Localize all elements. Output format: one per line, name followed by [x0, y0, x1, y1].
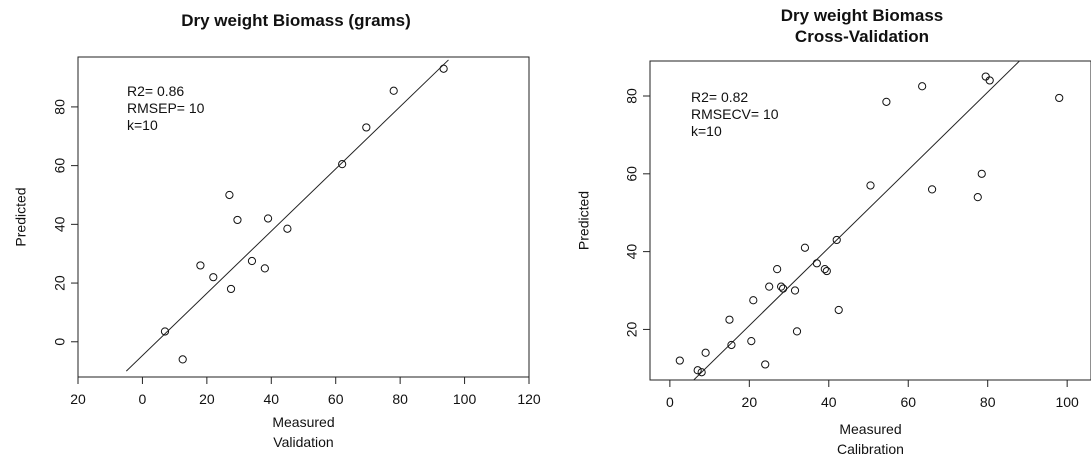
- data-point: [675, 356, 684, 365]
- y-tick-label: 60: [52, 158, 68, 174]
- x-axis-label: Calibration: [837, 441, 904, 457]
- data-point: [790, 286, 800, 295]
- x-tick-label: 60: [900, 394, 916, 410]
- data-point: [778, 284, 788, 293]
- data-point: [977, 169, 986, 178]
- data-point: [260, 264, 269, 273]
- stats-annotation: k=10: [691, 123, 722, 139]
- stats-annotation: RMSEP= 10: [127, 100, 205, 116]
- data-point: [389, 86, 398, 95]
- stats-annotation: R2= 0.82: [691, 89, 748, 105]
- chart-title: Cross-Validation: [795, 27, 929, 46]
- data-point: [820, 265, 829, 274]
- x-tick-label: 100: [453, 391, 477, 407]
- x-axis-label: Measured: [272, 414, 334, 430]
- y-tick-label: 40: [624, 244, 640, 260]
- data-point: [439, 64, 448, 73]
- y-tick-label: 40: [52, 216, 68, 232]
- data-point: [800, 243, 810, 252]
- data-point: [882, 97, 891, 106]
- data-point: [918, 82, 927, 91]
- x-tick-label: 20: [199, 391, 215, 407]
- y-axis-label: Predicted: [13, 187, 29, 246]
- data-point: [263, 214, 273, 223]
- data-point: [160, 327, 170, 336]
- y-tick-label: 20: [52, 275, 68, 291]
- data-point: [812, 259, 821, 268]
- data-point: [777, 282, 786, 291]
- data-point: [178, 355, 187, 364]
- x-tick-label: 20: [742, 394, 758, 410]
- data-point: [1055, 93, 1064, 103]
- data-point: [362, 123, 371, 132]
- data-point: [765, 282, 774, 291]
- data-point: [747, 336, 756, 346]
- x-tick-label: 0: [666, 394, 674, 410]
- stats-annotation: R2= 0.86: [127, 83, 184, 99]
- plot-frame: [649, 60, 1091, 381]
- data-point: [761, 360, 770, 369]
- x-tick-label: 40: [263, 391, 279, 407]
- y-axis-label: Predicted: [576, 191, 592, 250]
- data-point: [749, 296, 758, 305]
- x-tick-label: 40: [821, 394, 837, 410]
- plot-area: [675, 61, 1064, 380]
- x-tick-label: 60: [328, 391, 344, 407]
- data-point: [973, 193, 982, 202]
- fit-line: [692, 61, 1021, 380]
- data-point: [725, 315, 734, 324]
- x-tick-label: 80: [980, 394, 996, 410]
- data-point: [701, 348, 710, 357]
- data-point: [822, 266, 831, 276]
- data-point: [247, 256, 257, 266]
- y-tick-label: 80: [52, 99, 68, 115]
- data-point: [985, 76, 994, 85]
- data-point: [773, 265, 782, 274]
- x-axis-label: Measured: [839, 421, 901, 437]
- x-tick-label: 80: [392, 391, 408, 407]
- data-point: [233, 215, 242, 225]
- x-tick-label: 100: [1055, 394, 1079, 410]
- data-point: [225, 190, 234, 200]
- x-axis-label: Validation: [273, 434, 333, 450]
- data-point: [832, 235, 841, 245]
- stats-annotation: k=10: [127, 117, 158, 133]
- chart-title: Dry weight Biomass: [781, 6, 944, 25]
- data-point: [927, 185, 937, 194]
- data-point: [209, 273, 218, 282]
- data-point: [226, 284, 236, 294]
- y-tick-label: 0: [52, 338, 68, 346]
- data-point: [727, 340, 736, 350]
- data-point: [981, 72, 990, 81]
- x-tick-label: 20: [70, 391, 86, 407]
- x-tick-label: 0: [139, 391, 147, 407]
- data-point: [338, 160, 347, 169]
- data-point: [196, 261, 205, 270]
- y-tick-label: 80: [624, 88, 640, 104]
- data-point: [693, 366, 702, 375]
- data-point: [792, 327, 802, 336]
- plot-frame: [77, 56, 530, 378]
- stats-annotation: RMSECV= 10: [691, 106, 779, 122]
- chart-title: Dry weight Biomass (grams): [181, 11, 411, 30]
- data-point: [283, 224, 292, 233]
- y-tick-label: 20: [624, 321, 640, 337]
- y-tick-label: 60: [624, 166, 640, 182]
- plot-area: [125, 59, 449, 372]
- fit-line: [125, 59, 449, 372]
- data-point: [866, 181, 875, 190]
- data-point: [834, 305, 843, 315]
- data-point: [697, 368, 706, 377]
- x-tick-label: 120: [517, 391, 541, 407]
